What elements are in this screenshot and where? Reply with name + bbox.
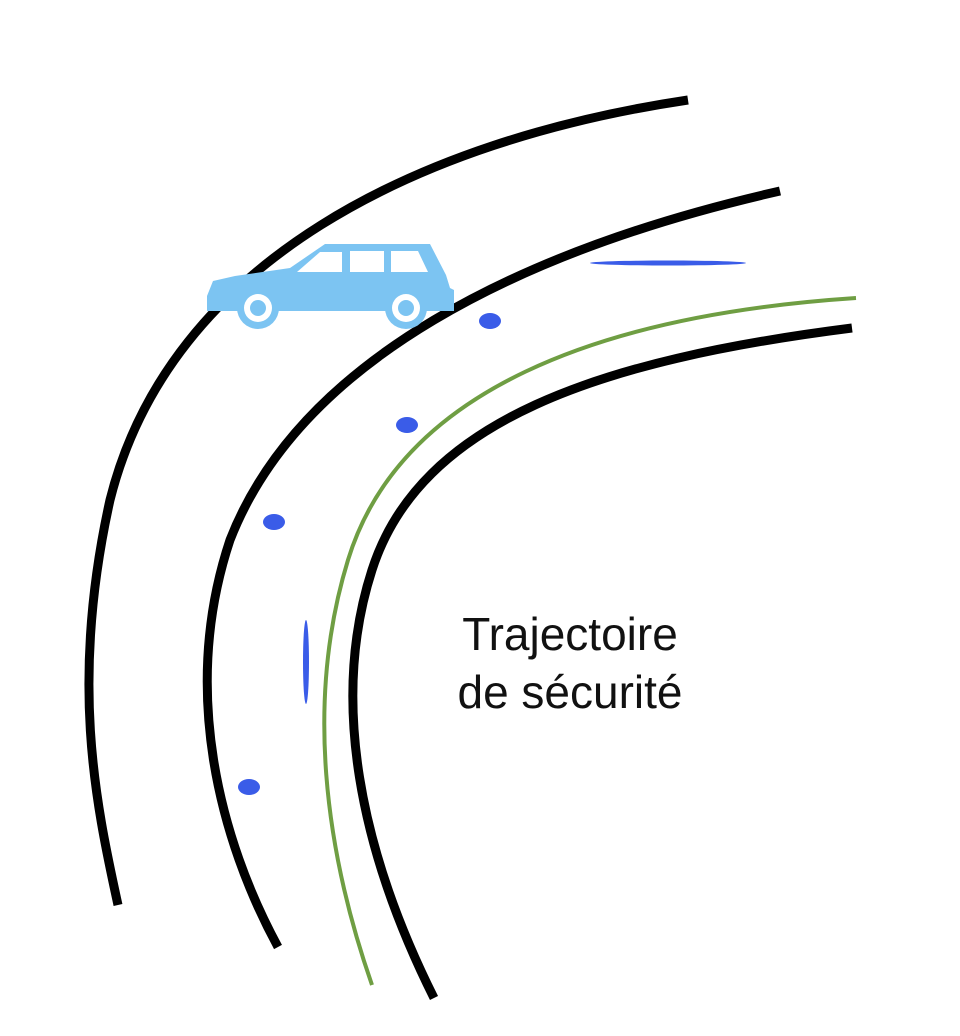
road-outer-edge — [84, 95, 689, 906]
track-marker-dot — [396, 417, 418, 433]
road-inner-edge — [348, 323, 853, 1001]
track-marker-dot — [263, 514, 285, 530]
track-marker-dash — [303, 620, 309, 704]
label-line-1: Trajectoire — [462, 608, 678, 660]
safety-trajectory-label: Trajectoire de sécurité — [400, 605, 740, 721]
track-marker-dot — [479, 313, 501, 329]
safety-trajectory-line — [322, 296, 857, 986]
station-wagon-car-icon — [207, 244, 454, 329]
track-marker-dash — [590, 260, 746, 266]
track-marker-dot — [238, 779, 260, 795]
label-line-2: de sécurité — [457, 666, 683, 718]
road-middle-edge — [202, 186, 781, 950]
